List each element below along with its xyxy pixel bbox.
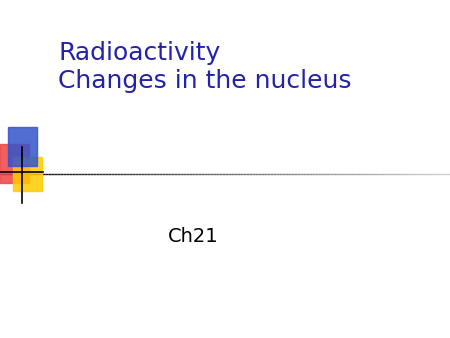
Bar	[13, 157, 42, 191]
Bar	[0, 144, 29, 183]
Text: Radioactivity
Changes in the nucleus: Radioactivity Changes in the nucleus	[58, 41, 352, 93]
Text: Ch21: Ch21	[168, 227, 219, 246]
Bar	[8, 127, 37, 166]
